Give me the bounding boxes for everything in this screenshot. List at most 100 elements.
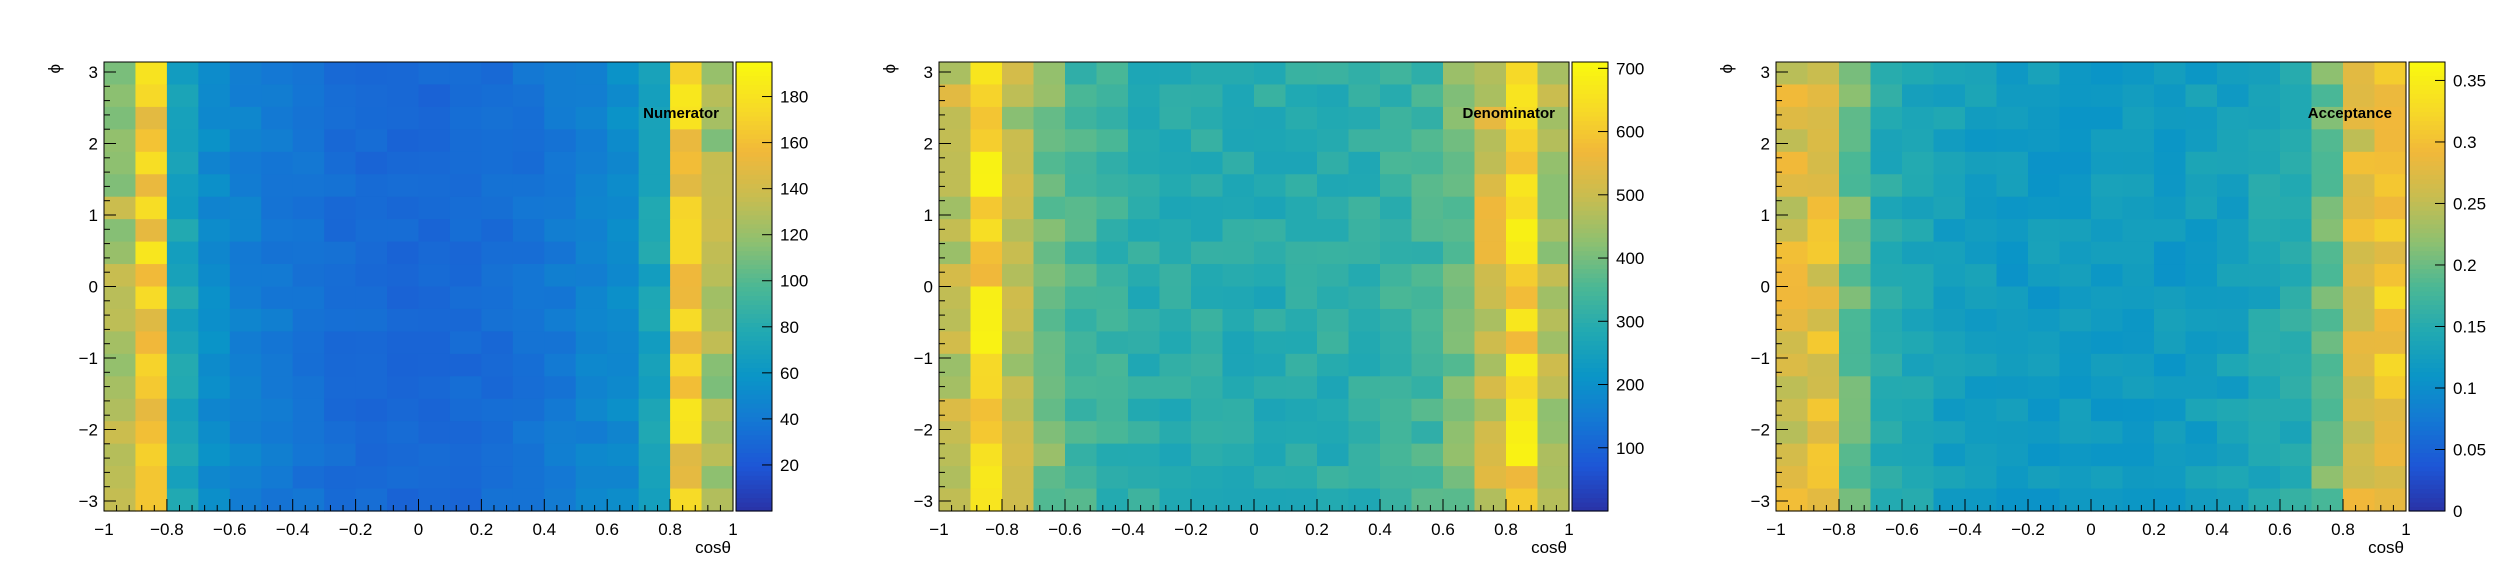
heatmap-cell xyxy=(104,466,137,490)
colorbar-segment xyxy=(1572,142,1608,148)
y-tick-label: −3 xyxy=(79,492,98,511)
heatmap-cell xyxy=(418,241,451,265)
heatmap-cell xyxy=(1159,106,1192,130)
colorbar-segment xyxy=(1572,358,1608,364)
heatmap-cell xyxy=(355,174,388,198)
heatmap-cell xyxy=(1065,443,1098,467)
heatmap-cell xyxy=(544,151,577,175)
heatmap-cell xyxy=(2248,84,2281,108)
colorbar-segment xyxy=(1572,93,1608,99)
heatmap-cell xyxy=(1096,219,1129,243)
heatmap-cell xyxy=(198,308,231,332)
heatmap-cell xyxy=(1128,106,1161,130)
heatmap-cell xyxy=(2122,264,2155,288)
heatmap-cell xyxy=(449,219,482,243)
heatmap-cell xyxy=(261,62,294,86)
heatmap-cell xyxy=(1317,443,1350,467)
heatmap-cell xyxy=(2311,151,2344,175)
heatmap-cell xyxy=(1380,84,1413,108)
heatmap-cell xyxy=(1506,331,1539,355)
heatmap-cell xyxy=(2217,174,2250,198)
heatmap-cell xyxy=(1776,62,1809,86)
heatmap-cell xyxy=(324,488,357,512)
heatmap-cell xyxy=(638,196,671,220)
heatmap-cell xyxy=(292,241,325,265)
heatmap-cell xyxy=(2122,376,2155,400)
x-tick-label: 0.6 xyxy=(2268,520,2292,539)
heatmap-cell xyxy=(2248,241,2281,265)
heatmap-cell xyxy=(1411,488,1444,512)
x-tick-label: −0.6 xyxy=(1048,520,1082,539)
heatmap-cell xyxy=(261,129,294,153)
heatmap-cell xyxy=(670,264,703,288)
heatmap-cell xyxy=(1506,421,1539,445)
heatmap-cell xyxy=(1096,84,1129,108)
heatmap-cell xyxy=(1776,353,1809,377)
x-axis-label: cosθ xyxy=(1531,538,1567,557)
colorbar-segment xyxy=(736,484,772,490)
heatmap-cell xyxy=(1191,241,1224,265)
heatmap-cell xyxy=(2311,443,2344,467)
colorbar-segment xyxy=(1572,237,1608,243)
heatmap-cell xyxy=(2059,174,2092,198)
heatmap-cell xyxy=(638,331,671,355)
heatmap-cell xyxy=(701,241,734,265)
heatmap-cell xyxy=(2248,219,2281,243)
heatmap-cell xyxy=(355,219,388,243)
heatmap-cell xyxy=(607,241,640,265)
heatmap-cell xyxy=(544,286,577,310)
heatmap-cell xyxy=(1159,488,1192,512)
heatmap-cell xyxy=(1065,398,1098,422)
heatmap-cell xyxy=(1807,196,1840,220)
heatmap-cell xyxy=(1474,308,1507,332)
heatmap-cell xyxy=(1254,466,1287,490)
y-tick-label: −3 xyxy=(914,492,933,511)
colorbar-segment xyxy=(736,138,772,144)
x-tick-label: −0.6 xyxy=(213,520,247,539)
heatmap-cell xyxy=(135,196,168,220)
heatmap-cell xyxy=(418,421,451,445)
colorbar-tick-label: 500 xyxy=(1616,186,1644,205)
heatmap-cell xyxy=(1474,219,1507,243)
heatmap-cell xyxy=(2122,398,2155,422)
heatmap-cell xyxy=(324,353,357,377)
colorbar-segment xyxy=(736,93,772,99)
heatmap-cell xyxy=(1348,62,1381,86)
colorbar-segment xyxy=(736,187,772,193)
heatmap-panel-2: −1 −0.8 −0.6 −0.4 −0.2 0 0.2 0.4 0.6 0.8 1−3−2−101… xyxy=(880,59,1644,557)
heatmap-cell xyxy=(2059,264,2092,288)
colorbar-tick-label: 60 xyxy=(780,364,799,383)
heatmap-cell xyxy=(1902,62,1935,86)
colorbar-segment xyxy=(1572,322,1608,328)
heatmap-cell xyxy=(2028,84,2061,108)
heatmap-cell xyxy=(939,466,972,490)
y-tick-label: 2 xyxy=(89,135,98,154)
heatmap-cell xyxy=(670,488,703,512)
colorbar-segment xyxy=(1572,250,1608,256)
heatmap-cell xyxy=(1965,241,1998,265)
heatmap-cell xyxy=(2122,129,2155,153)
y-tick-label: 2 xyxy=(1761,135,1770,154)
heatmap-cell xyxy=(1128,62,1161,86)
heatmap-cell xyxy=(1411,286,1444,310)
colorbar-segment xyxy=(2409,497,2445,503)
heatmap-cell xyxy=(261,443,294,467)
heatmap-cell xyxy=(1996,443,2029,467)
y-axis-label: ϕ xyxy=(880,64,899,74)
heatmap-cell xyxy=(1065,331,1098,355)
heatmap-cell xyxy=(2028,331,2061,355)
heatmap-cell xyxy=(1776,174,1809,198)
heatmap-cell xyxy=(607,353,640,377)
colorbar-segment xyxy=(1572,434,1608,440)
heatmap-cell xyxy=(544,129,577,153)
heatmap-cell xyxy=(1506,174,1539,198)
heatmap-cell xyxy=(1411,398,1444,422)
heatmap-cell xyxy=(1254,331,1287,355)
colorbar-segment xyxy=(736,376,772,382)
heatmap-cell xyxy=(1380,466,1413,490)
heatmap-cell xyxy=(292,129,325,153)
heatmap-cell xyxy=(2154,353,2187,377)
heatmap-cell xyxy=(2091,421,2124,445)
heatmap-cell xyxy=(1411,196,1444,220)
colorbar-tick-label: 160 xyxy=(780,134,808,153)
